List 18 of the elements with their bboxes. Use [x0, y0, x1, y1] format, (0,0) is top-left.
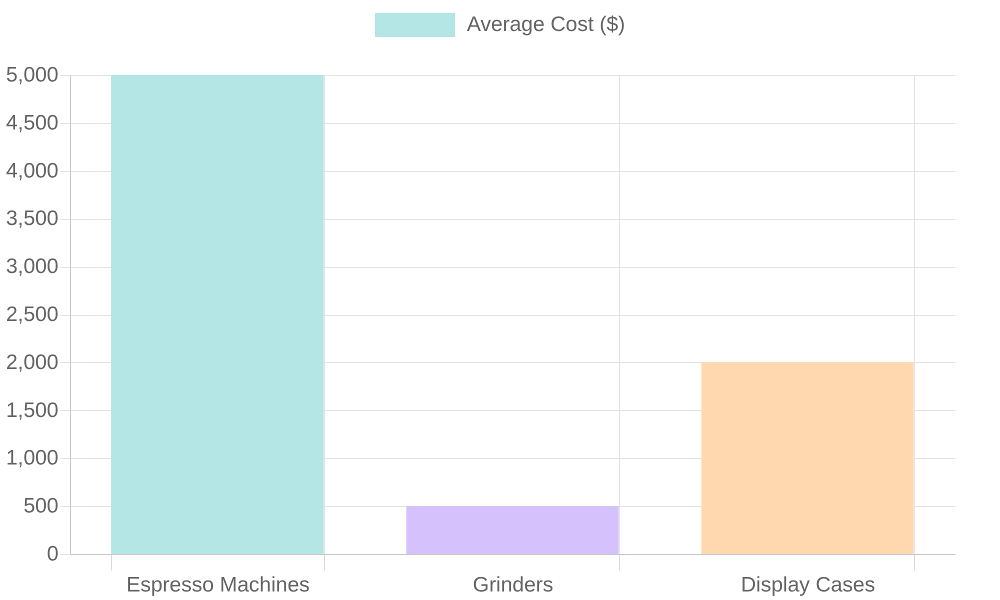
- bar: [701, 362, 914, 554]
- y-tick-label: 4,000: [6, 159, 58, 182]
- y-tick-label: 5,000: [6, 64, 58, 86]
- y-tick-label: 500: [23, 494, 58, 518]
- x-tick-label: Espresso Machines: [126, 574, 310, 596]
- y-tick-label: 0: [46, 542, 58, 566]
- bar: [111, 75, 324, 554]
- y-tick-label: 4,500: [6, 111, 58, 134]
- x-tick-label: Grinders: [472, 574, 554, 596]
- x-tick-label: Display Cases: [740, 574, 876, 596]
- y-tick-label: 2,000: [6, 350, 58, 374]
- y-tick-label: 3,000: [6, 255, 58, 278]
- y-tick-label: 1,500: [6, 398, 58, 422]
- y-tick-label: 2,500: [6, 303, 58, 326]
- y-tick-label: 1,000: [6, 446, 58, 470]
- y-tick-label: 3,500: [6, 207, 58, 230]
- bar: [406, 506, 619, 554]
- legend-label: Average Cost ($): [466, 13, 626, 37]
